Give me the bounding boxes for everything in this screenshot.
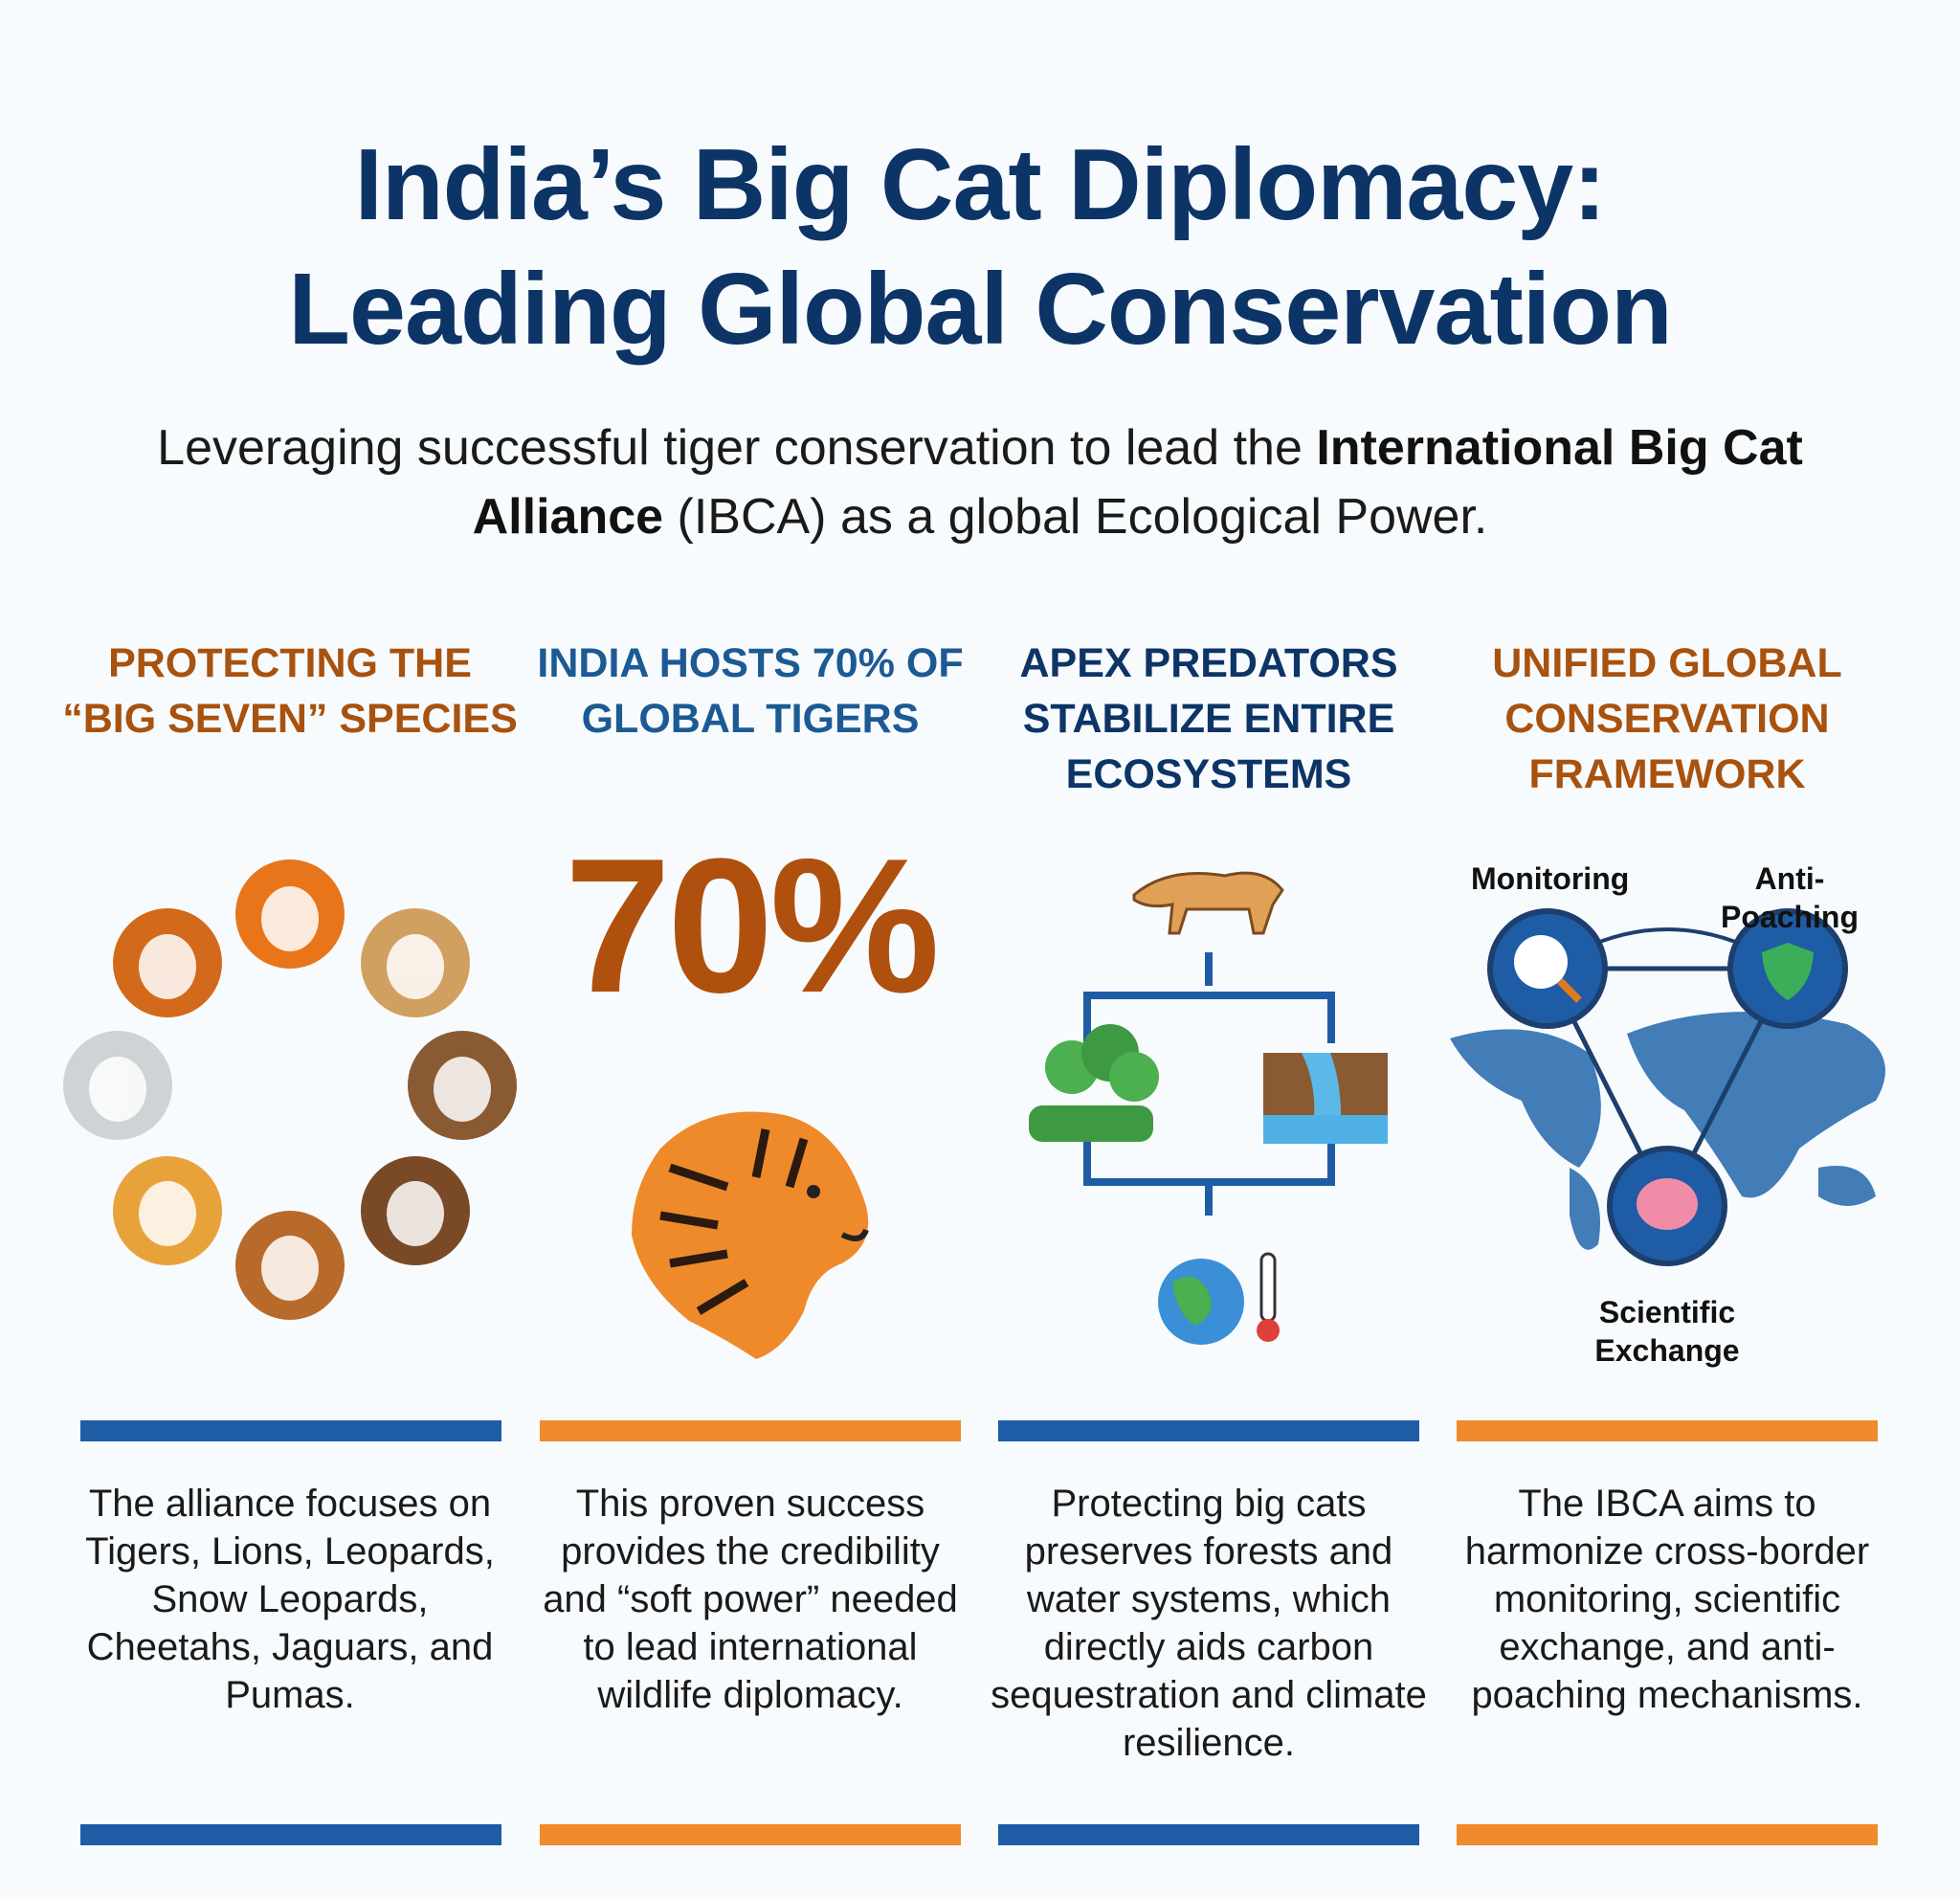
world-network — [1450, 908, 1885, 1266]
column-heading: UNIFIED GLOBAL CONSERVATION FRAMEWORK — [1492, 640, 1842, 797]
tiger-head — [632, 1111, 869, 1359]
subtitle-text: (IBCA) as a global Ecological Power. — [677, 489, 1488, 545]
big-seven-ring — [63, 859, 517, 1320]
divider — [998, 1420, 1419, 1441]
column-body: The alliance focuses on Tigers, Lions, L… — [85, 1483, 495, 1716]
node-label: Monitoring — [1471, 861, 1630, 896]
column-heading: APEX PREDATORS STABILIZE ENTIRE ECOSYSTE… — [1019, 640, 1398, 797]
title-line: India’s Big Cat Diplomacy: — [354, 128, 1606, 241]
subtitle-text: Leveraging successful tiger conservation… — [157, 420, 1303, 476]
column-body: Protecting big cats preserves forests an… — [991, 1483, 1427, 1764]
node-label: Scientific Exchange — [1594, 1295, 1740, 1368]
divider — [80, 1824, 501, 1845]
divider — [1457, 1824, 1878, 1845]
stat: 70% — [564, 819, 940, 1033]
node-label: Anti-Poaching — [1720, 861, 1859, 934]
divider — [998, 1824, 1419, 1845]
column-body: The IBCA aims to harmonize cross-border … — [1464, 1483, 1870, 1716]
column-heading: INDIA HOSTS 70% OF GLOBAL TIGERS — [537, 640, 964, 742]
subtitle: Leveraging successful tiger conservation… — [119, 413, 1841, 551]
subtitle-bold: International Big Cat Alliance — [472, 420, 1803, 545]
ecosystem-diagram — [1029, 871, 1388, 1345]
column-body: This proven success provides the credibi… — [543, 1483, 958, 1716]
divider — [80, 1420, 501, 1441]
divider — [540, 1824, 961, 1845]
divider — [1457, 1420, 1878, 1441]
divider — [540, 1420, 961, 1441]
title-line: Leading Global Conservation — [288, 253, 1672, 366]
column-heading: PROTECTING THE “BIG SEVEN” SPECIES — [62, 640, 518, 742]
